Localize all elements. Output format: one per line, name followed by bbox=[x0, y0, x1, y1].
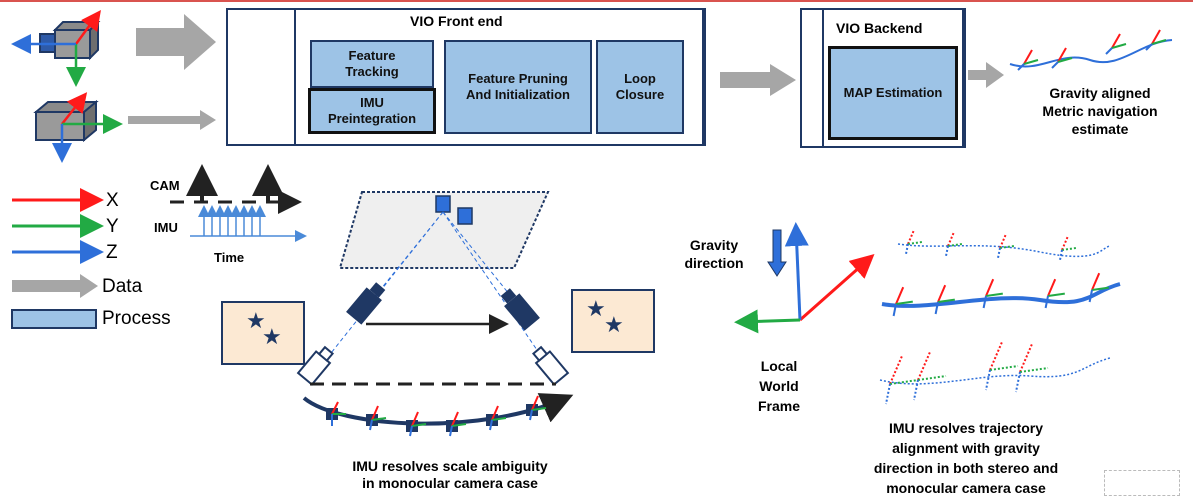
pose-frame-icon bbox=[885, 355, 919, 405]
legend-process-label: Process bbox=[102, 308, 171, 329]
image-plane-right bbox=[571, 289, 655, 353]
aligned-trajectories bbox=[879, 243, 1121, 385]
pose-frame-icon bbox=[985, 341, 1019, 391]
feature-tracking-box: Feature Tracking bbox=[310, 40, 434, 88]
pose-frame-icon bbox=[997, 233, 1015, 259]
local-world-frame-label: Local World Frame bbox=[757, 358, 801, 414]
timing-imu-label: IMU bbox=[154, 220, 178, 235]
feature-pruning-box: Feature Pruning And Initialization bbox=[444, 40, 592, 134]
star-icon: ★ bbox=[262, 324, 282, 349]
timing-time-label: Time bbox=[214, 250, 245, 265]
corner-dotted-box bbox=[1104, 470, 1180, 496]
point-cube-2 bbox=[457, 207, 473, 225]
pose-frame-icon bbox=[934, 284, 955, 315]
trajectory-alignment-caption: IMU resolves trajectory alignment with g… bbox=[873, 420, 1059, 496]
imu-sensor-icon bbox=[33, 92, 123, 163]
pose-frames bbox=[326, 401, 346, 426]
backend-to-output-arrow bbox=[968, 62, 1004, 88]
imu-data-arrow bbox=[128, 110, 216, 130]
frontend-to-backend-arrow bbox=[720, 64, 796, 96]
camera-near-left bbox=[346, 282, 386, 325]
pose-frame-icon bbox=[913, 351, 947, 401]
star-icon: ★ bbox=[246, 308, 266, 333]
legend-z-label: Z bbox=[106, 242, 118, 263]
pose-frame-icon bbox=[1059, 235, 1077, 261]
map-estimation-box: MAP Estimation bbox=[828, 46, 958, 140]
timing-cam-label: CAM bbox=[150, 178, 180, 193]
pose-frame-icon bbox=[446, 411, 467, 437]
pose-frame-icon bbox=[406, 411, 427, 437]
gravity-direction-label: Gravity direction bbox=[684, 237, 744, 271]
camera-sensor-icon bbox=[11, 9, 101, 87]
output-trajectory-icon bbox=[1009, 29, 1173, 71]
vio-backend-title: VIO Backend bbox=[836, 20, 923, 36]
pose-frame-icon bbox=[526, 395, 547, 421]
legend-process-swatch bbox=[11, 309, 97, 329]
pose-frame-icon bbox=[486, 405, 507, 431]
scale-ambiguity-illustration: ★ ★ ★ ★ bbox=[221, 191, 655, 426]
camera-far-right bbox=[531, 345, 570, 386]
timing-diagram bbox=[170, 164, 307, 242]
loop-closure-box: Loop Closure bbox=[596, 40, 684, 134]
scale-ambiguity-caption: IMU resolves scale ambiguity in monocula… bbox=[352, 458, 548, 491]
legend-y-label: Y bbox=[106, 216, 119, 237]
output-estimate-label: Gravity aligned Metric navigation estima… bbox=[1042, 85, 1158, 137]
camera-far-left bbox=[296, 345, 335, 386]
vio-frontend-title: VIO Front end bbox=[410, 13, 503, 29]
camera-data-arrow bbox=[136, 14, 216, 70]
star-icon: ★ bbox=[586, 296, 606, 321]
legend-data-label: Data bbox=[102, 276, 143, 297]
pose-frame-icon bbox=[982, 278, 1003, 309]
local-world-frame-axes bbox=[734, 222, 875, 334]
imu-preintegration-box: IMU Preintegration bbox=[308, 88, 436, 134]
star-icon: ★ bbox=[604, 312, 624, 337]
pose-frame-icon bbox=[892, 286, 913, 317]
point-cube-1 bbox=[435, 195, 451, 213]
legend-data-arrow bbox=[12, 274, 98, 298]
gravity-arrow-icon bbox=[767, 229, 787, 277]
pose-frame-icon bbox=[945, 231, 963, 257]
pose-frame-icon bbox=[1015, 343, 1049, 393]
legend-x-label: X bbox=[106, 190, 119, 211]
image-plane-left bbox=[221, 301, 305, 365]
pose-frame-icon bbox=[905, 229, 923, 255]
image-plane-top bbox=[338, 191, 550, 269]
pose-frame-icon bbox=[366, 405, 387, 431]
pose-frame-icon bbox=[1088, 272, 1109, 303]
pose-frame-icon bbox=[1044, 278, 1065, 309]
camera-near-right bbox=[500, 288, 540, 331]
